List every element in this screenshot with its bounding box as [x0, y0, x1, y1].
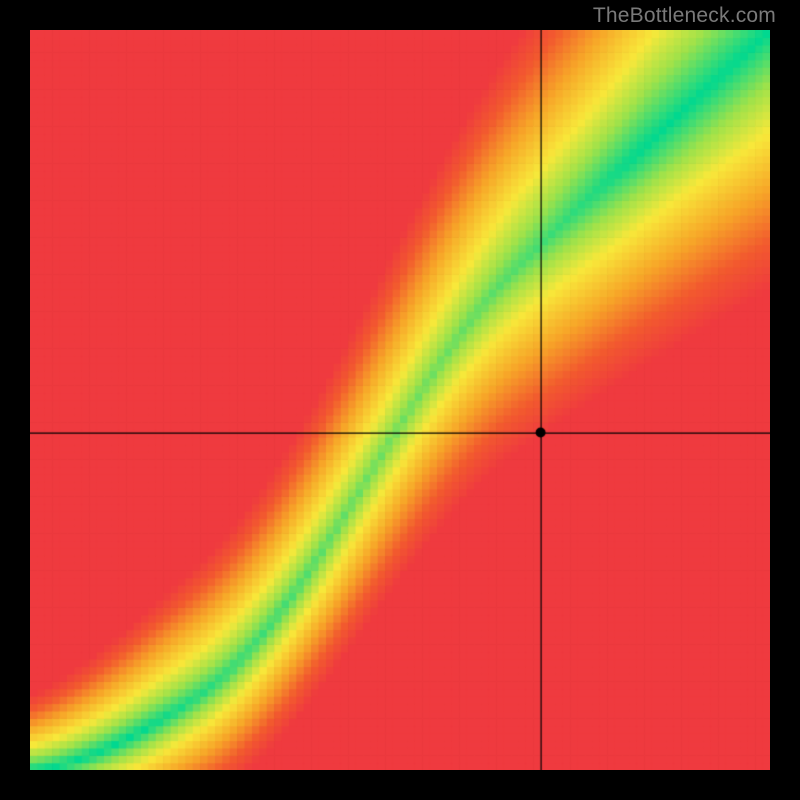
heatmap-canvas	[30, 30, 770, 770]
heatmap-plot	[30, 30, 770, 770]
watermark-text: TheBottleneck.com	[593, 4, 776, 28]
outer-frame: TheBottleneck.com	[0, 0, 800, 800]
